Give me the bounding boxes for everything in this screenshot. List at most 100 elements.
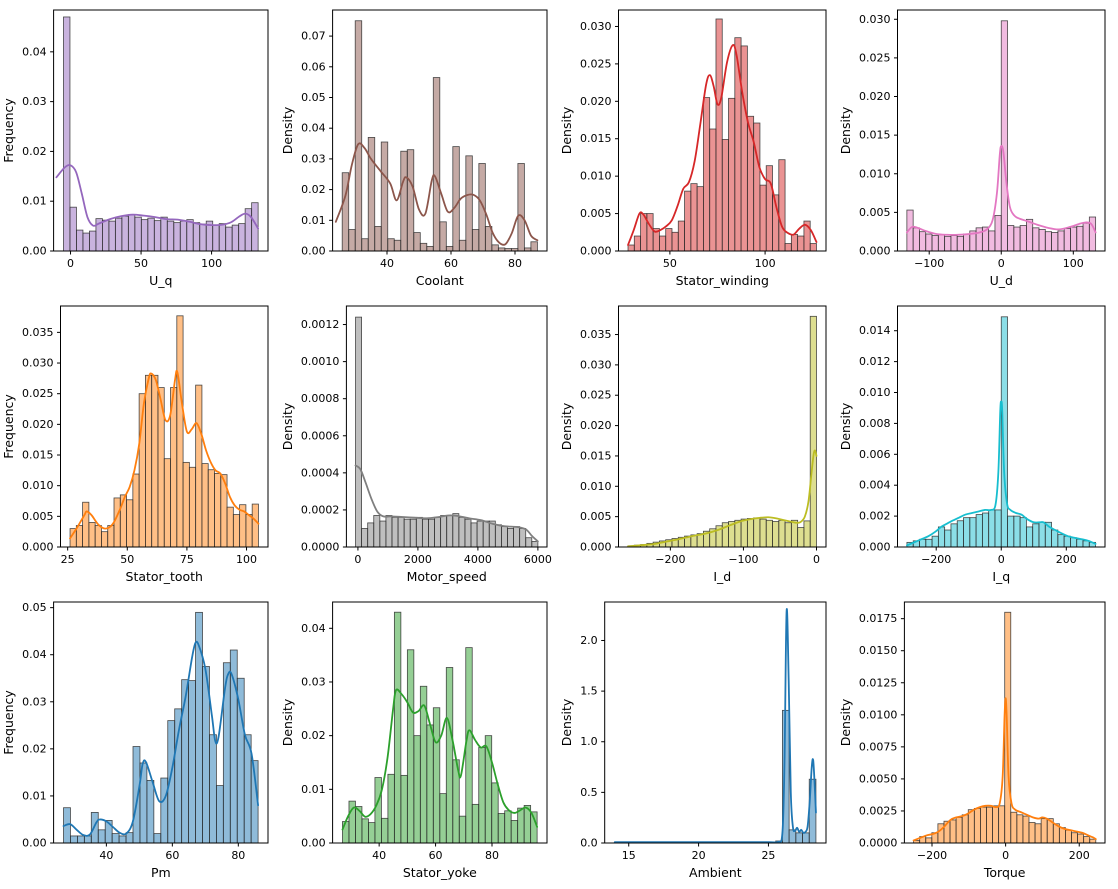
y-tick-label: 0.000 <box>859 245 891 258</box>
x-axis-label: Motor_speed <box>407 569 487 584</box>
y-axis-label: Density <box>560 698 574 746</box>
histogram-bar <box>413 735 421 843</box>
histogram-bar <box>245 514 253 547</box>
histogram-bar <box>111 833 120 843</box>
histogram-bar <box>465 155 473 251</box>
y-tick-label: 0.02 <box>22 742 47 755</box>
histogram-bar <box>765 519 773 547</box>
histogram-bar <box>1019 225 1027 251</box>
y-tick-label: 0.5 <box>580 786 598 799</box>
histogram-bar <box>446 515 454 547</box>
histogram-bar <box>214 473 222 547</box>
y-tick-label: 0.0000 <box>859 837 898 850</box>
y-tick-label: 0.0006 <box>301 429 340 442</box>
histogram-bar <box>160 777 169 843</box>
histogram-bar <box>413 232 421 251</box>
y-tick-label: 0.0012 <box>301 318 340 331</box>
histogram-bar <box>1000 316 1008 547</box>
histogram-bar <box>517 163 525 251</box>
histogram-bar <box>153 833 162 843</box>
histogram-bar <box>696 186 704 251</box>
y-tick-label: 0.05 <box>22 601 47 614</box>
x-axis-label: I_q <box>992 569 1010 584</box>
histogram-bar <box>507 528 514 547</box>
y-tick-label: 0.00 <box>301 245 326 258</box>
y-axis-label: Density <box>560 402 574 450</box>
y-tick-label: 0.006 <box>859 448 891 461</box>
y-tick-label: 2.0 <box>580 634 598 647</box>
histogram-bar <box>355 316 362 547</box>
histogram-bar <box>368 822 376 843</box>
y-axis-label: Density <box>839 106 853 154</box>
histogram-bar <box>975 514 983 547</box>
y-tick-label: 0.00 <box>22 245 47 258</box>
histogram-bar <box>367 137 376 251</box>
histogram-bar <box>419 242 428 251</box>
y-tick-label: 1.5 <box>580 685 598 698</box>
axes-spines <box>345 305 548 548</box>
y-axis-label: Density <box>281 698 295 746</box>
plot-stator_yoke: 0.00 0.01 0.02 0.03 0.04 40 60 80 Stator_yoke Den… <box>281 601 548 880</box>
y-tick-label: 0.0010 <box>301 355 340 368</box>
y-tick-label: 0.0000 <box>301 541 340 554</box>
histogram-bar <box>188 680 196 843</box>
histogram-bar <box>955 816 963 843</box>
histogram-bar <box>981 512 990 547</box>
x-tick-label: 80 <box>508 257 522 270</box>
y-tick-label: 0.030 <box>859 13 891 26</box>
y-tick-label: 0.01 <box>22 789 47 802</box>
histogram-bar <box>1040 818 1048 843</box>
y-tick-label: 0.0025 <box>859 804 898 817</box>
histogram-bar <box>665 228 673 251</box>
histogram-bar <box>231 224 240 251</box>
histogram-bar <box>374 226 382 251</box>
histogram-bar <box>89 230 97 251</box>
axes-spines <box>604 601 827 844</box>
histogram-bar <box>1000 20 1008 251</box>
histogram-bar <box>151 374 159 547</box>
subplot-torque: 0.0000 0.0025 0.0050 0.0075 0.0100 0.0125 0.01… <box>839 593 1118 889</box>
histogram-bar <box>1038 521 1046 547</box>
x-axis-label: Pm <box>151 865 171 880</box>
y-tick-label: 0.0175 <box>859 612 898 625</box>
subplot-i_d: 0.000 0.005 0.010 0.015 0.020 0.025 0.030 0.035… <box>560 297 839 593</box>
y-tick-label: 0.015 <box>22 449 54 462</box>
histogram-bar <box>140 219 149 251</box>
plot-pm: 0.00 0.01 0.02 0.03 0.04 0.05 40 60 80 Pm Frequenc… <box>2 601 269 880</box>
histogram-bar <box>428 518 435 547</box>
plot-u_q: 0.00 0.01 0.02 0.03 0.04 0 50 100 U_q Frequency <box>2 9 269 288</box>
subplot-u_d: 0.000 0.005 0.010 0.015 0.020 0.025 0.030 −100 0… <box>839 1 1118 297</box>
x-tick-label: 0 <box>998 257 1005 270</box>
axes-spines <box>332 9 548 252</box>
histogram-bar <box>406 649 415 843</box>
histogram-bar <box>400 774 408 843</box>
histogram-bar <box>497 813 506 843</box>
x-tick-label: 4000 <box>464 553 492 566</box>
y-tick-label: 0.010 <box>22 479 54 492</box>
histogram-bar <box>1044 231 1052 251</box>
histogram-bar <box>803 520 811 547</box>
histogram-bar <box>1025 526 1034 547</box>
histogram-bar <box>510 820 519 843</box>
histogram-bar <box>476 520 484 547</box>
histogram-bar <box>113 497 121 547</box>
histogram-bar <box>969 517 977 547</box>
histogram-bar <box>83 835 92 843</box>
x-tick-label: −200 <box>655 553 685 566</box>
histogram-bar <box>728 97 736 251</box>
x-tick-label: 2000 <box>404 553 432 566</box>
histogram-bar <box>721 139 729 251</box>
histogram-bar <box>992 805 1000 843</box>
histogram-bar <box>1026 218 1034 251</box>
histogram-bar <box>980 806 987 843</box>
histogram-bar <box>1032 227 1040 251</box>
histogram-bar <box>121 215 129 251</box>
y-tick-label: 0.04 <box>22 45 47 58</box>
histogram-bar <box>491 782 499 843</box>
y-tick-label: 1.0 <box>580 735 598 748</box>
y-tick-label: 0.0050 <box>859 772 898 785</box>
y-tick-label: 0.01 <box>22 195 47 208</box>
y-tick-label: 0.000 <box>580 245 612 258</box>
x-tick-label: 15 <box>622 849 636 862</box>
